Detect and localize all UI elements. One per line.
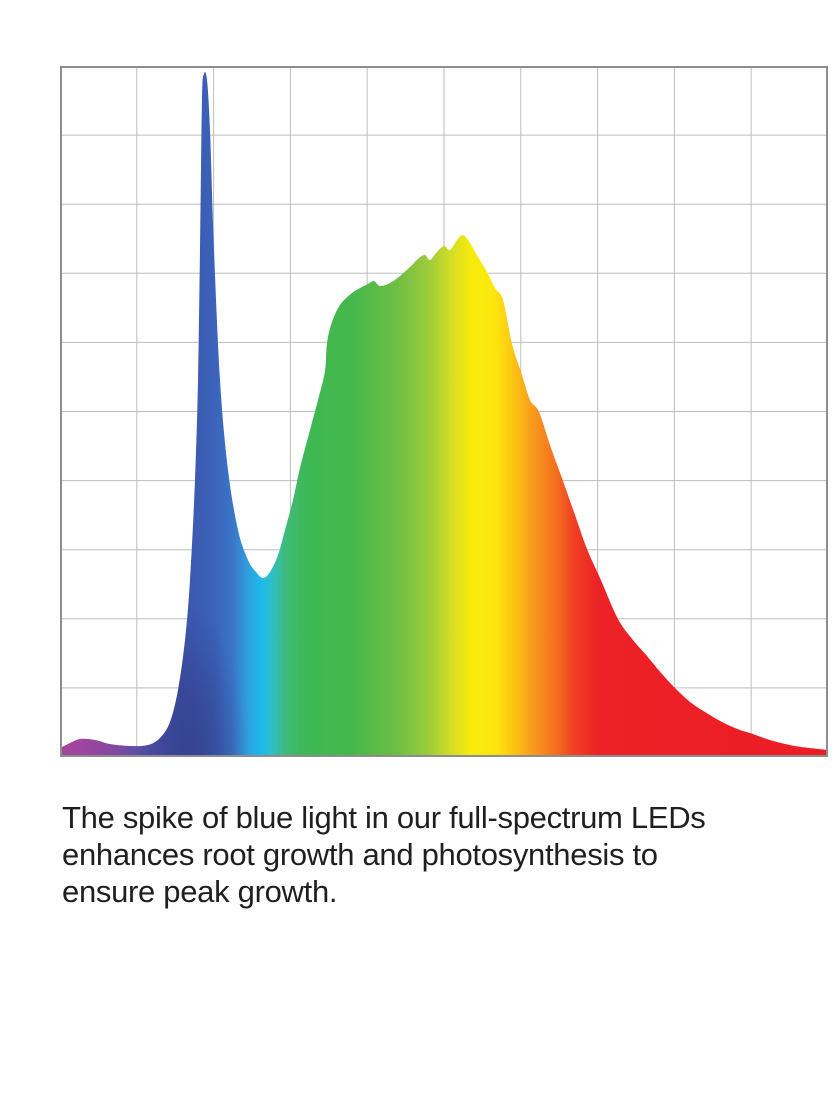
spectrum-area-base-shading <box>60 71 828 757</box>
caption: The spike of blue light in our full-spec… <box>62 799 792 910</box>
spectrum-chart-svg <box>60 66 828 757</box>
plot-border <box>60 66 828 757</box>
caption-line-2: enhances root growth and photosynthesis … <box>62 837 658 872</box>
caption-line-1: The spike of blue light in our full-spec… <box>62 800 706 835</box>
spectrum-chart <box>60 66 828 757</box>
caption-line-3: ensure peak growth. <box>62 874 338 909</box>
